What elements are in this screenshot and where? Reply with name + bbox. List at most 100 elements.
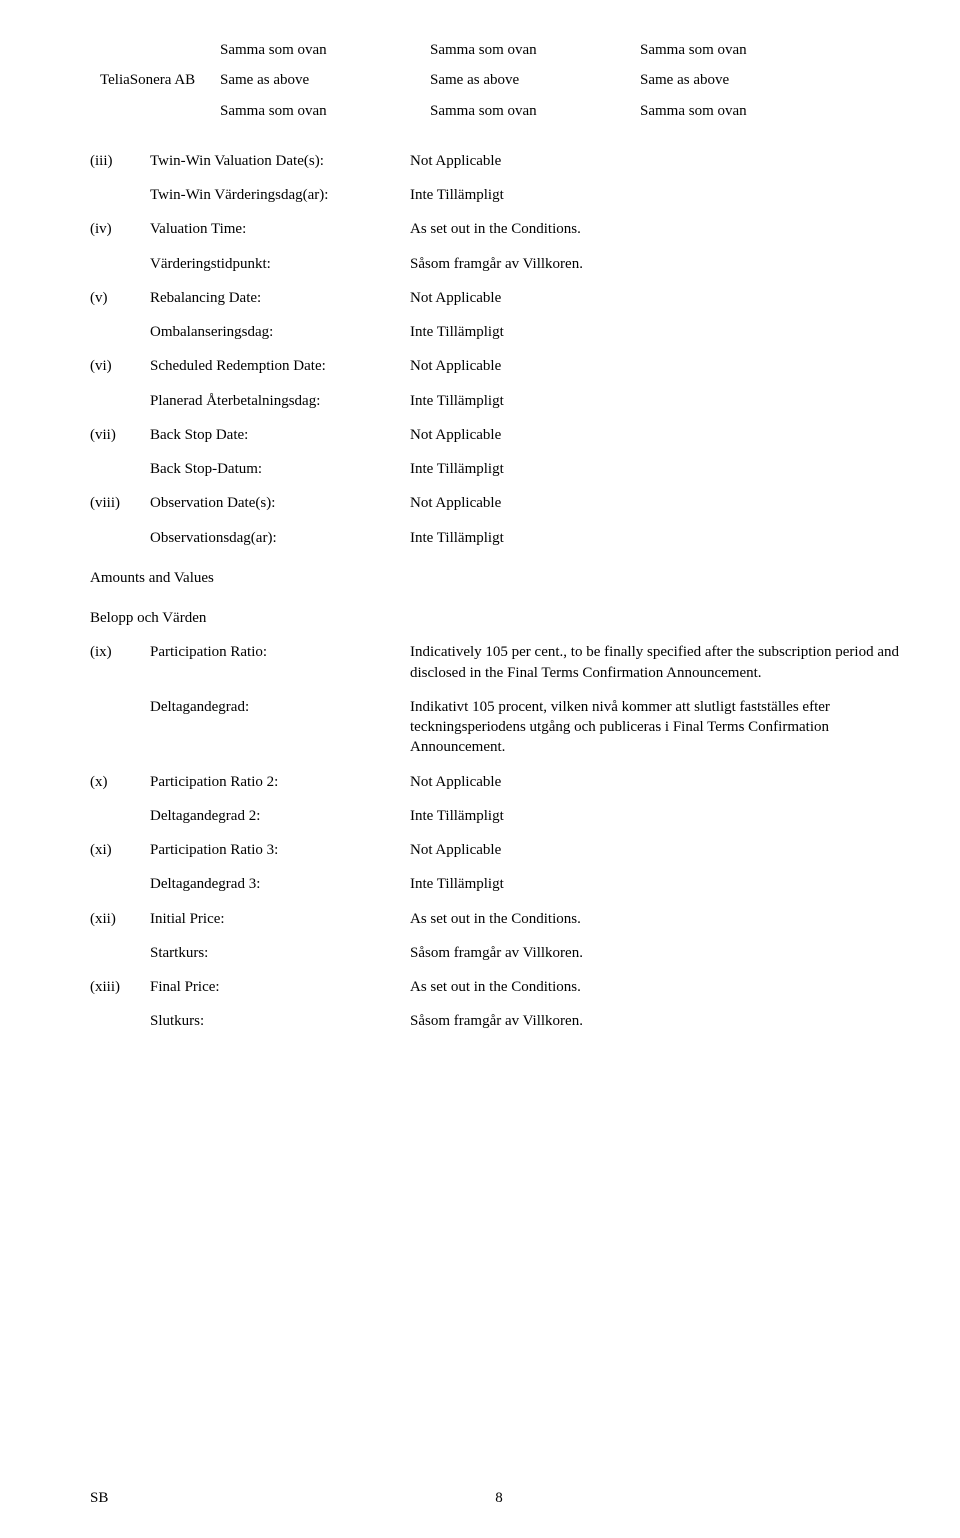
roman bbox=[90, 254, 150, 274]
row-iva: Värderingstidpunkt: Såsom framgår av Vil… bbox=[90, 254, 908, 274]
term: Värderingstidpunkt: bbox=[150, 254, 410, 274]
roman: (ix) bbox=[90, 642, 150, 683]
row-xia: Deltagandegrad 3: Inte Tillämpligt bbox=[90, 874, 908, 894]
roman: (vii) bbox=[90, 425, 150, 445]
row-iiia: Twin-Win Värderingsdag(ar): Inte Tillämp… bbox=[90, 185, 908, 205]
row-iii: (iii) Twin-Win Valuation Date(s): Not Ap… bbox=[90, 151, 908, 171]
term: Startkurs: bbox=[150, 943, 410, 963]
value: Not Applicable bbox=[410, 288, 908, 308]
roman bbox=[90, 874, 150, 894]
top-r3-c1 bbox=[90, 101, 210, 121]
roman: (iv) bbox=[90, 219, 150, 239]
roman: (xii) bbox=[90, 909, 150, 929]
value: Not Applicable bbox=[410, 772, 908, 792]
row-ix: (ix) Participation Ratio: Indicatively 1… bbox=[90, 642, 908, 683]
roman bbox=[90, 528, 150, 548]
term: Deltagandegrad 2: bbox=[150, 806, 410, 826]
roman bbox=[90, 806, 150, 826]
value: As set out in the Conditions. bbox=[410, 977, 908, 997]
top-r1-c4: Samma som ovan bbox=[640, 40, 908, 60]
top-r1-c2: Samma som ovan bbox=[220, 40, 420, 60]
section-amounts: Amounts and Values bbox=[90, 568, 908, 588]
value: Inte Tillämpligt bbox=[410, 391, 908, 411]
roman bbox=[90, 697, 150, 758]
value: Not Applicable bbox=[410, 840, 908, 860]
term: Valuation Time: bbox=[150, 219, 410, 239]
value: Inte Tillämpligt bbox=[410, 874, 908, 894]
top-r2-c2: Same as above bbox=[220, 70, 420, 90]
row-x: (x) Participation Ratio 2: Not Applicabl… bbox=[90, 772, 908, 792]
row-viiia: Observationsdag(ar): Inte Tillämpligt bbox=[90, 528, 908, 548]
roman bbox=[90, 459, 150, 479]
row-xi: (xi) Participation Ratio 3: Not Applicab… bbox=[90, 840, 908, 860]
term: Deltagandegrad 3: bbox=[150, 874, 410, 894]
top-r3-c4: Samma som ovan bbox=[640, 101, 908, 121]
term: Participation Ratio: bbox=[150, 642, 410, 683]
value: Inte Tillämpligt bbox=[410, 528, 908, 548]
value: Inte Tillämpligt bbox=[410, 322, 908, 342]
value: Inte Tillämpligt bbox=[410, 459, 908, 479]
page-footer: SB 8 bbox=[90, 1488, 908, 1508]
top-r2-c3: Same as above bbox=[430, 70, 630, 90]
roman bbox=[90, 1011, 150, 1031]
value: Såsom framgår av Villkoren. bbox=[410, 943, 908, 963]
row-xiia: Startkurs: Såsom framgår av Villkoren. bbox=[90, 943, 908, 963]
row-viia: Back Stop-Datum: Inte Tillämpligt bbox=[90, 459, 908, 479]
top-r1-c1 bbox=[90, 40, 210, 60]
roman bbox=[90, 943, 150, 963]
roman: (vi) bbox=[90, 356, 150, 376]
term: Observation Date(s): bbox=[150, 493, 410, 513]
top-r3-c3: Samma som ovan bbox=[430, 101, 630, 121]
roman bbox=[90, 391, 150, 411]
value: Såsom framgår av Villkoren. bbox=[410, 254, 908, 274]
term: Deltagandegrad: bbox=[150, 697, 410, 758]
value: Indicatively 105 per cent., to be finall… bbox=[410, 642, 908, 683]
value: Såsom framgår av Villkoren. bbox=[410, 1011, 908, 1031]
term: Ombalanseringsdag: bbox=[150, 322, 410, 342]
roman: (xi) bbox=[90, 840, 150, 860]
roman bbox=[90, 185, 150, 205]
row-iv: (iv) Valuation Time: As set out in the C… bbox=[90, 219, 908, 239]
value: Indikativt 105 procent, vilken nivå komm… bbox=[410, 697, 908, 758]
value: Not Applicable bbox=[410, 425, 908, 445]
roman: (x) bbox=[90, 772, 150, 792]
row-ixa: Deltagandegrad: Indikativt 105 procent, … bbox=[90, 697, 908, 758]
top-r2-c4: Same as above bbox=[640, 70, 908, 90]
roman bbox=[90, 322, 150, 342]
term: Final Price: bbox=[150, 977, 410, 997]
roman: (v) bbox=[90, 288, 150, 308]
row-vii: (vii) Back Stop Date: Not Applicable bbox=[90, 425, 908, 445]
term: Rebalancing Date: bbox=[150, 288, 410, 308]
top-r3-c2: Samma som ovan bbox=[220, 101, 420, 121]
term: Observationsdag(ar): bbox=[150, 528, 410, 548]
term: Participation Ratio 2: bbox=[150, 772, 410, 792]
term: Twin-Win Värderingsdag(ar): bbox=[150, 185, 410, 205]
value: Not Applicable bbox=[410, 356, 908, 376]
term: Back Stop-Datum: bbox=[150, 459, 410, 479]
section-belopp: Belopp och Värden bbox=[90, 608, 908, 628]
row-vi: (vi) Scheduled Redemption Date: Not Appl… bbox=[90, 356, 908, 376]
row-va: Ombalanseringsdag: Inte Tillämpligt bbox=[90, 322, 908, 342]
row-xii: (xii) Initial Price: As set out in the C… bbox=[90, 909, 908, 929]
row-via: Planerad Återbetalningsdag: Inte Tillämp… bbox=[90, 391, 908, 411]
definitions-list: (iii) Twin-Win Valuation Date(s): Not Ap… bbox=[90, 151, 908, 1032]
top-r2-c1: TeliaSonera AB bbox=[90, 70, 210, 90]
value: Inte Tillämpligt bbox=[410, 185, 908, 205]
value: Not Applicable bbox=[410, 493, 908, 513]
value: As set out in the Conditions. bbox=[410, 909, 908, 929]
top-table: Samma som ovan Samma som ovan Samma som … bbox=[90, 40, 908, 121]
term: Scheduled Redemption Date: bbox=[150, 356, 410, 376]
term: Participation Ratio 3: bbox=[150, 840, 410, 860]
term: Slutkurs: bbox=[150, 1011, 410, 1031]
row-xiii: (xiii) Final Price: As set out in the Co… bbox=[90, 977, 908, 997]
term: Back Stop Date: bbox=[150, 425, 410, 445]
term: Initial Price: bbox=[150, 909, 410, 929]
footer-page: 8 bbox=[90, 1488, 908, 1508]
row-xiiia: Slutkurs: Såsom framgår av Villkoren. bbox=[90, 1011, 908, 1031]
value: As set out in the Conditions. bbox=[410, 219, 908, 239]
term: Planerad Återbetalningsdag: bbox=[150, 391, 410, 411]
row-xa: Deltagandegrad 2: Inte Tillämpligt bbox=[90, 806, 908, 826]
row-v: (v) Rebalancing Date: Not Applicable bbox=[90, 288, 908, 308]
value: Inte Tillämpligt bbox=[410, 806, 908, 826]
top-r1-c3: Samma som ovan bbox=[430, 40, 630, 60]
